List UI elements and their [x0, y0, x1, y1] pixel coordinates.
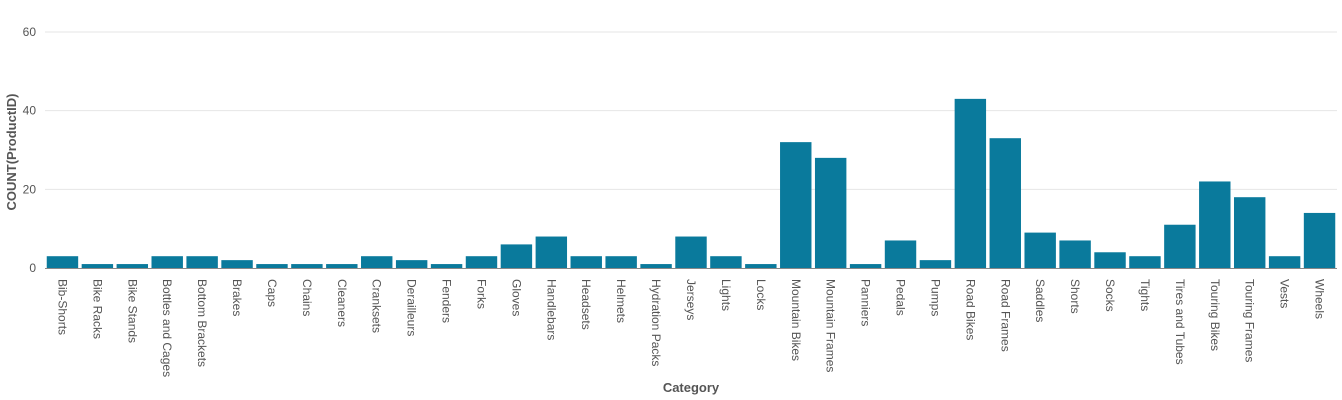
x-tick-label: Bottom Brackets — [195, 279, 209, 367]
x-tick-label: Road Bikes — [963, 279, 977, 340]
bar — [989, 138, 1021, 268]
bar — [81, 264, 114, 268]
bar — [116, 264, 149, 268]
bar — [326, 264, 358, 268]
x-tick-label: Saddles — [1033, 279, 1047, 322]
x-tick-label: Road Frames — [998, 279, 1012, 352]
x-tick-label: Mountain Bikes — [789, 279, 803, 361]
bar — [849, 264, 882, 268]
bar — [1059, 240, 1091, 268]
x-axis-title: Category — [663, 380, 720, 395]
bar — [884, 240, 917, 268]
x-tick-label: Gloves — [509, 279, 523, 316]
y-tick-label: 60 — [23, 25, 37, 39]
bar — [605, 256, 637, 268]
x-tick-label: Brakes — [230, 279, 244, 316]
x-tick-label: Hydration Packs — [649, 279, 663, 366]
bar — [221, 260, 253, 268]
bar — [745, 264, 777, 268]
bar — [361, 256, 393, 268]
bar — [500, 244, 533, 268]
bar — [1129, 256, 1161, 268]
x-tick-label: Cranksets — [370, 279, 384, 333]
bar — [710, 256, 742, 268]
y-tick-label: 20 — [23, 182, 37, 196]
x-tick-label: Vests — [1278, 279, 1292, 308]
x-tick-label: Derailleurs — [405, 279, 419, 336]
y-tick-label: 40 — [23, 104, 37, 118]
x-tick-label: Chains — [300, 279, 314, 316]
bar — [1303, 212, 1336, 268]
bar — [1094, 252, 1126, 268]
bar — [1233, 197, 1266, 268]
bar — [1024, 232, 1056, 268]
x-tick-label: Caps — [265, 279, 279, 307]
y-axis-title: COUNT(ProductID) — [4, 94, 19, 211]
x-tick-label: Jerseys — [684, 279, 698, 320]
bar — [256, 264, 288, 268]
x-tick-label: Locks — [754, 279, 768, 310]
x-tick-label: Wheels — [1313, 279, 1327, 319]
x-tick-label: Lights — [719, 279, 733, 311]
y-tick-label: 0 — [29, 261, 36, 275]
bar — [1199, 181, 1231, 268]
y-axis-ticks: 0 20 40 60 — [23, 25, 37, 275]
x-tick-label: Touring Bikes — [1208, 279, 1222, 351]
x-tick-label: Mountain Frames — [824, 279, 838, 372]
x-tick-label: Tights — [1138, 279, 1152, 311]
bar — [919, 260, 952, 268]
bar — [814, 157, 847, 268]
bar — [640, 264, 672, 268]
x-tick-label: Pedals — [894, 279, 908, 316]
x-tick-label: Handlebars — [544, 279, 558, 340]
bar — [151, 256, 183, 268]
x-tick-label: Bike Racks — [90, 279, 104, 339]
bar — [1164, 224, 1196, 268]
x-tick-label: Bib-Shorts — [55, 279, 69, 335]
bar — [535, 236, 568, 268]
bars — [46, 98, 1336, 268]
bar — [186, 256, 218, 268]
bar — [1268, 256, 1301, 268]
bar — [570, 256, 602, 268]
x-tick-label: Helmets — [614, 279, 628, 323]
x-tick-label: Shorts — [1068, 279, 1082, 314]
bar — [395, 260, 428, 268]
x-tick-label: Pumps — [928, 279, 942, 316]
x-tick-label: Forks — [474, 279, 488, 309]
x-tick-label: Fenders — [440, 279, 454, 323]
bar — [291, 264, 323, 268]
bar — [780, 142, 812, 268]
x-tick-label: Headsets — [579, 279, 593, 330]
x-tick-label: Touring Frames — [1243, 279, 1257, 362]
x-tick-label: Bottles and Cages — [160, 279, 174, 377]
x-axis-ticks: Bib-Shorts Bike Racks Bike Stands Bottles a… — [55, 279, 1326, 377]
bar — [46, 256, 79, 268]
bar — [465, 256, 498, 268]
x-tick-label: Tires and Tubes — [1173, 279, 1187, 365]
x-tick-label: Cleaners — [335, 279, 349, 327]
x-tick-label: Panniers — [859, 279, 873, 326]
gridlines — [45, 31, 1337, 190]
bar — [430, 264, 463, 268]
x-tick-label: Bike Stands — [125, 279, 139, 343]
x-tick-label: Socks — [1103, 279, 1117, 312]
bar — [954, 98, 987, 268]
bar — [675, 236, 707, 268]
